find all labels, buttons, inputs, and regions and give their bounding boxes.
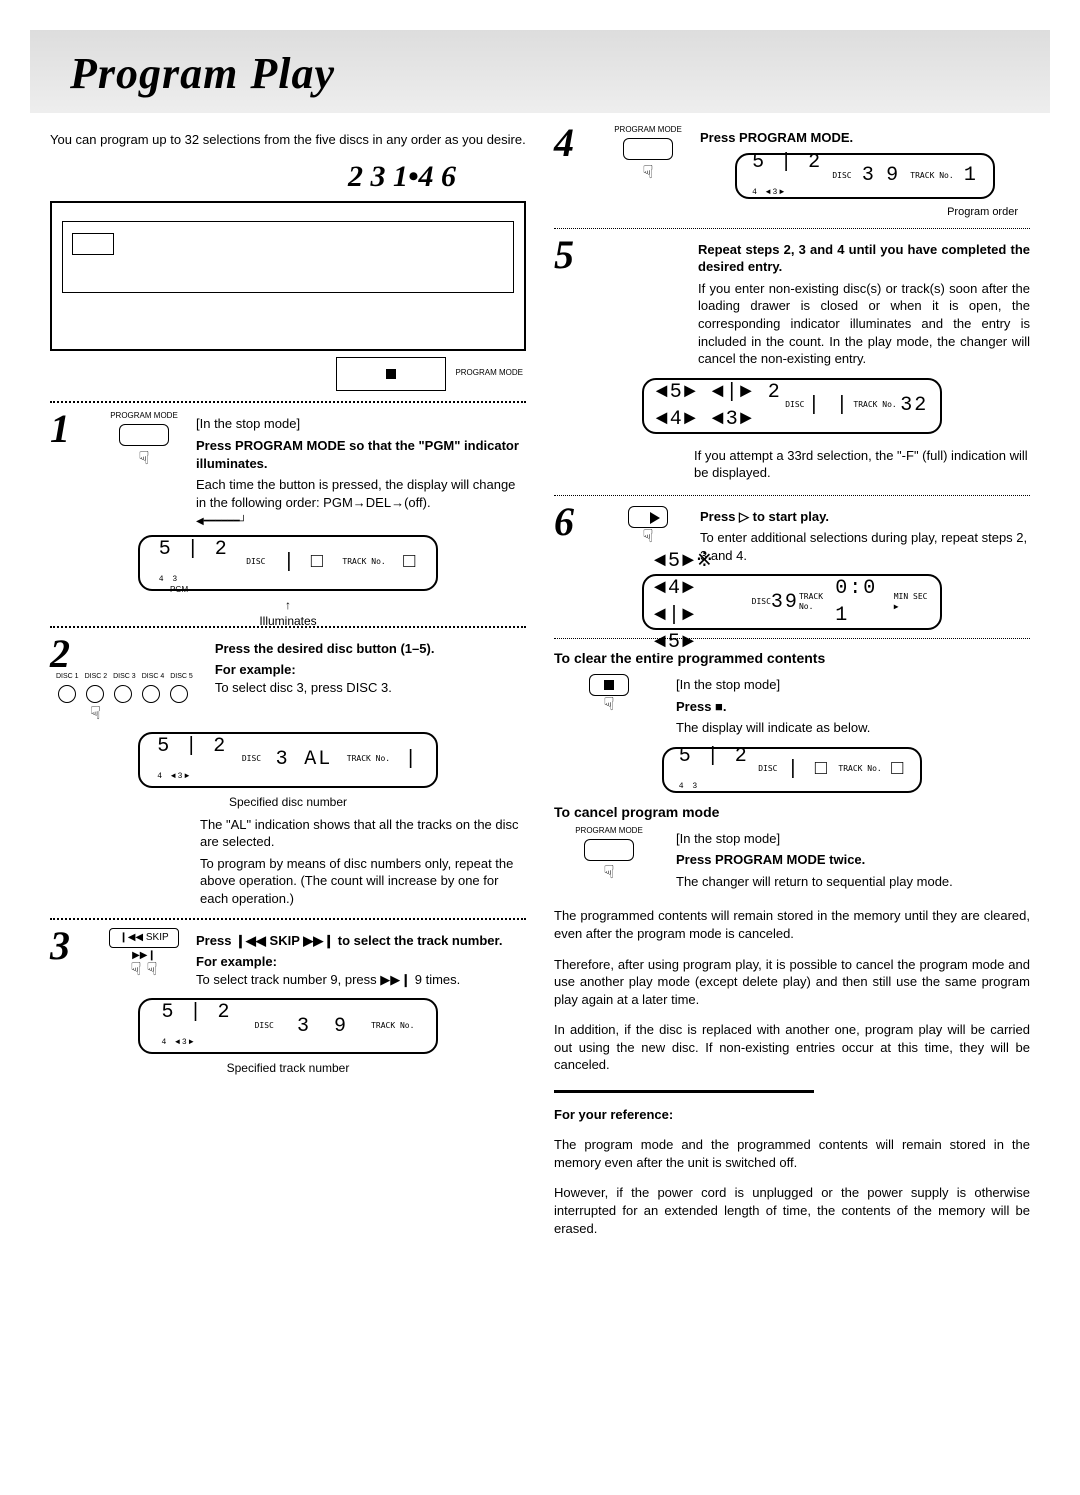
step5-head: Repeat steps 2, 3 and 4 until you have c…	[698, 241, 1030, 276]
step2-example-label: For example:	[215, 662, 296, 677]
page-title: Program Play	[70, 49, 335, 98]
step1-head: Press PROGRAM MODE so that the "PGM" ind…	[196, 437, 526, 472]
step1-body: Each time the button is pressed, the dis…	[196, 476, 526, 511]
title-banner: Program Play	[30, 30, 1050, 113]
step2-note1: The "AL" indication shows that all the t…	[200, 816, 526, 851]
specified-track-caption: Specified track number	[50, 1060, 526, 1076]
step3-head: Press ❙◀◀ SKIP ▶▶❙ to select the track n…	[196, 932, 526, 950]
clear-title: To clear the entire programmed contents	[554, 649, 1030, 668]
reference-rule	[554, 1090, 814, 1093]
display-panel-4: 5 | 24 ◄3► DISC 3 9 TRACK No. 1	[735, 153, 995, 199]
cancel-body: The changer will return to sequential pl…	[676, 873, 1030, 891]
memo-3: In addition, if the disc is replaced wit…	[554, 1021, 1030, 1074]
skip-icon: ❙◀◀ SKIP ▶▶❙ ☟ ☟	[104, 928, 184, 982]
program-mode-label: PROGRAM MODE	[110, 411, 178, 420]
device-diagram	[50, 201, 526, 351]
program-mode-icon: PROGRAM MODE ☟	[608, 125, 688, 184]
display-panel-3: 5 | 24 ◄3► DISC 3 9 TRACK No.	[138, 998, 438, 1054]
intro-text: You can program up to 32 selections from…	[50, 131, 526, 149]
illuminates-caption: Illuminates	[259, 614, 316, 628]
cancel-head: Press PROGRAM MODE twice.	[676, 851, 1030, 869]
step5-body: If you enter non-existing disc(s) or tra…	[698, 280, 1030, 368]
display-panel-2: 5 | 24 ◄3► DISC 3 AL TRACK No. |	[138, 732, 438, 788]
memo-2: Therefore, after using program play, it …	[554, 956, 1030, 1009]
disc-label: DISC	[246, 557, 265, 568]
program-order-caption: Program order	[700, 205, 1018, 220]
step1-pre: [In the stop mode]	[196, 415, 526, 433]
step2-head: Press the desired disc button (1–5).	[215, 640, 526, 658]
program-mode-icon: PROGRAM MODE ☟	[554, 826, 664, 885]
program-mode-button-diagram	[336, 357, 446, 391]
seg-order-1: 1	[964, 162, 978, 189]
step6-head: Press ▷ to start play.	[700, 508, 1030, 526]
step3-example-body: To select track number 9, press ▶▶❙ 9 ti…	[196, 972, 460, 987]
divider	[50, 401, 526, 403]
step-number-6: 6	[554, 504, 596, 540]
track-label: TRACK No.	[342, 557, 385, 568]
step2-note2: To program by means of disc numbers only…	[200, 855, 526, 908]
step-number-1: 1	[50, 411, 92, 447]
step-number-3: 3	[50, 928, 92, 964]
callout-numbers: 2 3 1•4 6	[50, 157, 456, 198]
play-icon: ☟	[608, 504, 688, 548]
display-panel-5: ◄5► ◄|► 2◄4► ◄3► DISC | | TRACK No. 32	[642, 378, 942, 434]
reference-title: For your reference:	[554, 1106, 1030, 1124]
seg-disc-3: 3	[276, 746, 290, 773]
reference-body-1: The program mode and the programmed cont…	[554, 1136, 1030, 1171]
display-panel-6: ◄5►※ ◄4►◄|► ◄5► DISC 3 9 TRACK No. 0:0 1…	[642, 574, 942, 630]
seg-time-0001: 0:0 1	[835, 575, 894, 629]
cancel-title: To cancel program mode	[554, 803, 1030, 822]
step-number-2: 2	[50, 636, 92, 672]
seg-count-32: 32	[900, 392, 928, 419]
step3-example-label: For example:	[196, 954, 277, 969]
step-number-5: 5	[554, 237, 596, 273]
divider	[50, 918, 526, 920]
display-panel-1: 5 | 24 3 DISC | □ TRACK No. □	[138, 535, 438, 591]
stop-icon: ☟	[554, 672, 664, 716]
reference-body-2: However, if the power cord is unplugged …	[554, 1184, 1030, 1237]
program-mode-icon: PROGRAM MODE ☟	[104, 411, 184, 470]
specified-disc-caption: Specified disc number	[50, 794, 526, 810]
clear-pre: [In the stop mode]	[676, 676, 1030, 694]
step4-head: Press PROGRAM MODE.	[700, 129, 1030, 147]
divider	[554, 228, 1030, 229]
step5-note: If you attempt a 33rd selection, the "-F…	[694, 447, 1030, 482]
display-panel-clear: 5 | 24 3 DISC | □ TRACK No. □	[662, 747, 922, 793]
divider	[554, 495, 1030, 496]
cancel-pre: [In the stop mode]	[676, 830, 1030, 848]
clear-body: The display will indicate as below.	[676, 719, 1030, 737]
step2-example-body: To select disc 3, press DISC 3.	[215, 680, 392, 695]
memo-1: The programmed contents will remain stor…	[554, 907, 1030, 942]
step-number-4: 4	[554, 125, 596, 161]
disc-labels: DISC 1 DISC 2 DISC 3 DISC 4 DISC 5	[56, 672, 193, 681]
clear-head: Press ■.	[676, 698, 1030, 716]
seg-track-9: 9	[334, 1013, 348, 1040]
divider	[554, 638, 1030, 639]
seg-al: AL	[304, 746, 332, 773]
disc-buttons	[58, 685, 193, 703]
